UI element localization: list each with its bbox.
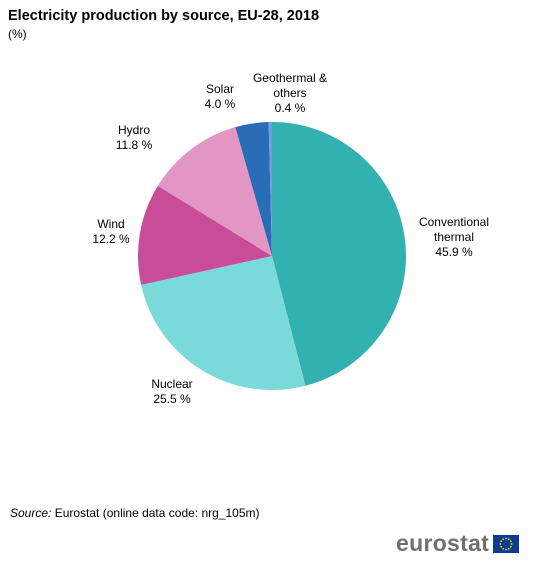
logo-text: eurostat <box>396 530 489 557</box>
eurostat-logo: eurostat <box>396 530 519 557</box>
slice-label-conventional-thermal: Conventional thermal 45.9 % <box>419 215 489 259</box>
pie-chart: Conventional thermal 45.9 % Nuclear 25.5 % Wi… <box>0 0 545 500</box>
slice-label-nuclear: Nuclear 25.5 % <box>151 377 192 406</box>
source-text: Eurostat (online data code: nrg_105m) <box>55 506 260 520</box>
slice-label-wind: Wind 12.2 % <box>92 217 130 246</box>
source-note: Source: Eurostat (online data code: nrg_… <box>10 506 260 520</box>
eu-flag-icon <box>493 535 519 553</box>
slice-label-solar: Solar 4.0 % <box>205 82 236 111</box>
slice-label-geothermal-others: Geothermal & others 0.4 % <box>253 71 327 115</box>
source-label: Source: <box>10 506 51 520</box>
slice-label-hydro: Hydro 11.8 % <box>116 123 153 152</box>
